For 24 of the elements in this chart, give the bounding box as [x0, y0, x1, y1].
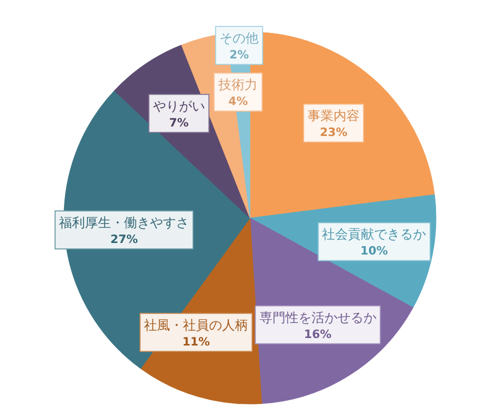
data-label: 2% — [229, 47, 250, 62]
data-label: 16% — [304, 326, 332, 341]
label: 事業内容 23% — [303, 104, 364, 143]
label: やりがい 7% — [148, 94, 210, 133]
label: 専門性を活かせるか 16% — [254, 305, 381, 344]
data-label: 11% — [182, 334, 210, 348]
data-label: 4% — [228, 94, 248, 108]
slice-label: 専門性を活かせるか — [259, 310, 376, 326]
data-label: 27% — [110, 232, 138, 246]
slice-label: やりがい — [152, 99, 205, 114]
slice-label: 事業内容 — [308, 108, 360, 124]
slice-label: 福利厚生・働きやすさ — [59, 216, 190, 231]
label: 福利厚生・働きやすさ 27% — [54, 210, 194, 250]
slice-label: 社会貢献できるか — [322, 228, 426, 243]
data-label: 10% — [360, 244, 388, 258]
data-label: 7% — [169, 115, 190, 130]
data-label: 23% — [320, 125, 348, 140]
label: 技術力 4% — [214, 72, 263, 112]
label: 社会貢献できるか 10% — [318, 222, 431, 262]
slice-label: その他 — [220, 31, 259, 46]
slice-label: 社風・社員の人柄 — [144, 318, 248, 334]
label: 社風・社員の人柄 11% — [140, 312, 253, 352]
label: その他 2% — [215, 26, 264, 65]
slice-label: 技術力 — [218, 78, 258, 94]
